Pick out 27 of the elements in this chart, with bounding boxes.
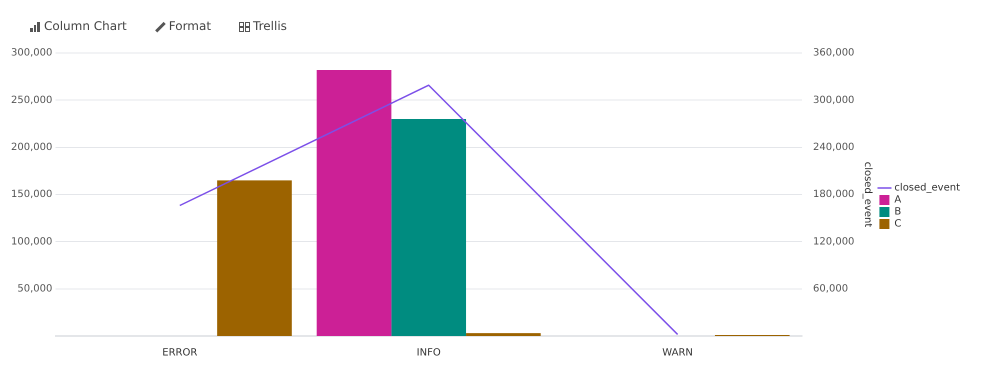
y2-axis-title: closed_event (862, 162, 873, 228)
bar (391, 119, 466, 336)
text: Trellis (253, 19, 287, 33)
legend-label: A (894, 194, 902, 206)
text: Format (168, 19, 212, 33)
x-tick-label: ERROR (162, 348, 198, 359)
bar (316, 70, 392, 336)
text: Column Chart (44, 19, 127, 33)
y2-tick-label: 360,000 (813, 48, 854, 59)
legend-label: C (894, 218, 902, 230)
y-tick-label: 200,000 (10, 142, 52, 153)
bar (217, 180, 292, 336)
legend-label: closed_event (894, 182, 960, 194)
y2-tick-label: 120,000 (813, 236, 854, 248)
bar (466, 333, 541, 336)
y-tick-label: 100,000 (10, 236, 52, 248)
y-tick-label: 250,000 (10, 94, 52, 106)
legend-label: B (894, 206, 902, 218)
y-tick-label: 150,000 (10, 189, 52, 200)
x-tick-label: INFO (416, 348, 441, 359)
y-tick-label: 50,000 (17, 283, 52, 294)
y2-tick-label: 240,000 (813, 142, 854, 153)
y2-tick-label: 180,000 (813, 189, 854, 200)
x-tick-label: WARN (662, 348, 693, 359)
y-tick-label: 300,000 (10, 48, 52, 59)
y2-tick-label: 60,000 (813, 283, 848, 294)
y2-tick-label: 300,000 (813, 94, 854, 106)
